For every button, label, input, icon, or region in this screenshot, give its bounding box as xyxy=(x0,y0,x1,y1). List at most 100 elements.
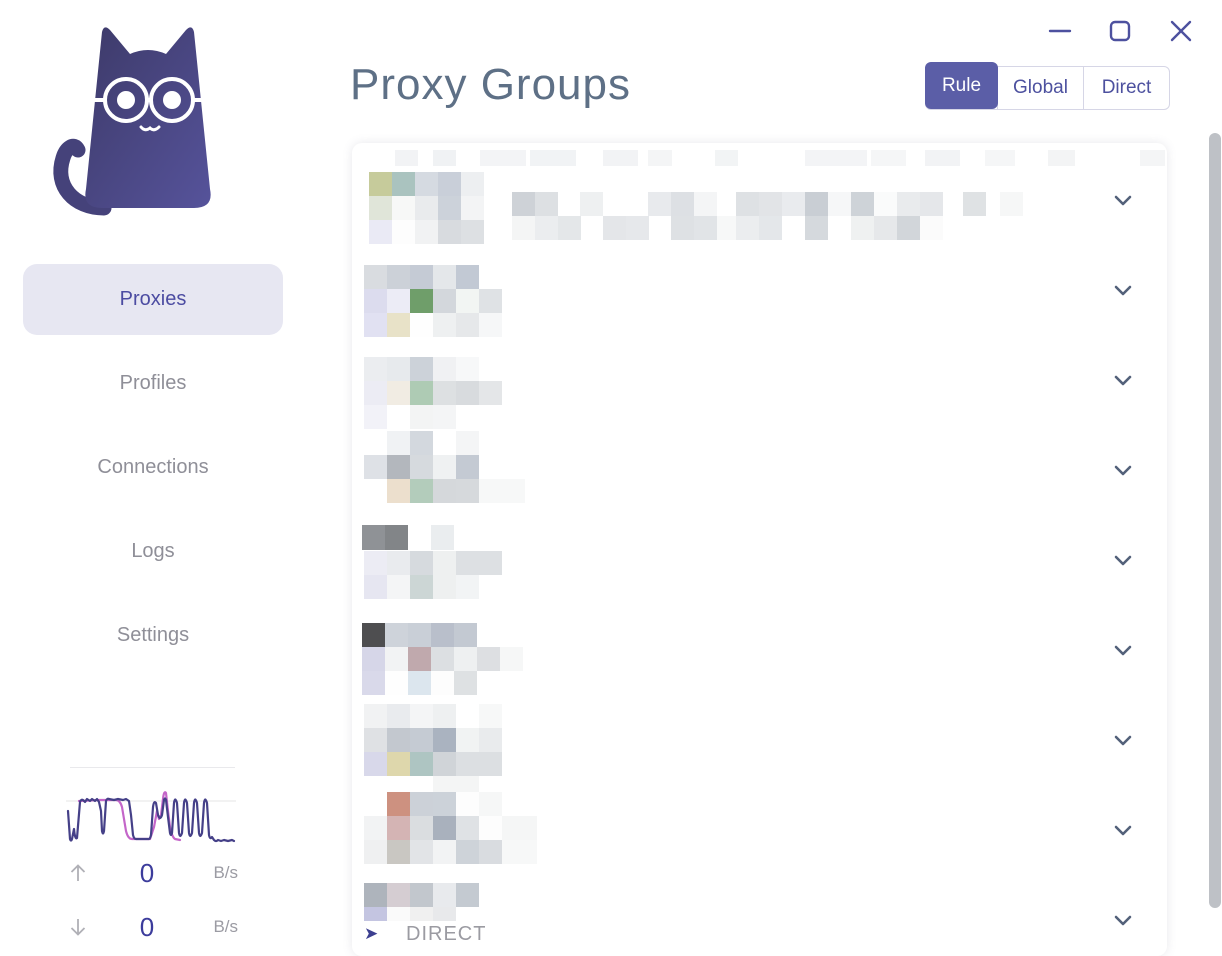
censored-pixel-block xyxy=(512,216,535,240)
censored-pixel-block xyxy=(530,150,576,166)
censored-pixel-block xyxy=(805,192,828,216)
censored-pixel-block xyxy=(385,647,408,671)
sidebar-item-settings[interactable]: Settings xyxy=(116,624,190,646)
censored-pixel-block xyxy=(512,192,535,216)
censored-pixel-block xyxy=(387,883,410,907)
censored-pixel-block xyxy=(410,792,433,816)
censored-pixel-block xyxy=(479,313,502,337)
close-button[interactable] xyxy=(1163,13,1199,49)
censored-pixel-block xyxy=(671,216,694,240)
censored-pixel-block xyxy=(456,551,502,575)
censored-pixel-block xyxy=(387,289,410,313)
censored-pixel-block xyxy=(736,216,759,240)
sidebar-item-proxies[interactable]: Proxies xyxy=(23,264,283,335)
censored-pixel-block xyxy=(715,150,738,166)
group-expand-chevron[interactable] xyxy=(1110,457,1136,483)
censored-pixel-block xyxy=(461,196,484,220)
censored-pixel-block xyxy=(438,196,461,220)
sidebar: Proxies Profiles Connections Logs Settings 0… xyxy=(0,0,305,956)
chevron-down-icon xyxy=(1114,555,1132,566)
censored-pixel-block xyxy=(433,883,456,907)
censored-pixel-block xyxy=(479,381,502,405)
censored-pixel-block xyxy=(433,289,456,313)
censored-pixel-block xyxy=(454,671,477,695)
censored-pixel-block xyxy=(387,265,410,289)
sidebar-item-logs[interactable]: Logs xyxy=(131,540,175,562)
group-expand-chevron[interactable] xyxy=(1110,187,1136,213)
censored-pixel-block xyxy=(410,752,433,776)
maximize-icon xyxy=(1109,20,1131,42)
censored-pixel-block xyxy=(759,216,782,240)
censored-pixel-block xyxy=(480,150,526,166)
censored-pixel-block xyxy=(433,907,456,921)
censored-pixel-block xyxy=(433,728,456,752)
group-expand-chevron[interactable] xyxy=(1110,547,1136,573)
censored-pixel-block xyxy=(456,357,479,381)
censored-pixel-block xyxy=(415,196,438,220)
scrollbar[interactable] xyxy=(1208,0,1222,956)
censored-pixel-block xyxy=(364,313,387,337)
direct-arrow-icon: ➤ xyxy=(364,924,379,943)
censored-pixel-block xyxy=(454,647,477,671)
censored-pixel-block xyxy=(392,172,415,196)
censored-pixel-block xyxy=(433,455,456,479)
censored-pixel-block xyxy=(897,216,920,240)
censored-pixel-block xyxy=(392,220,415,244)
censored-pixel-block xyxy=(408,623,431,647)
group-expand-chevron[interactable] xyxy=(1110,817,1136,843)
direct-proxy-item[interactable]: ➤ DIRECT xyxy=(364,920,486,948)
group-expand-chevron[interactable] xyxy=(1110,277,1136,303)
mode-direct-button[interactable]: Direct xyxy=(1083,67,1169,109)
censored-pixel-block xyxy=(558,216,581,240)
censored-pixel-block xyxy=(456,431,479,455)
censored-pixel-block xyxy=(433,265,456,289)
censored-pixel-block xyxy=(985,150,1015,166)
censored-pixel-block xyxy=(387,840,410,864)
group-expand-chevron[interactable] xyxy=(1110,367,1136,393)
censored-pixel-block xyxy=(648,150,672,166)
sidebar-item-connections[interactable]: Connections xyxy=(97,456,209,478)
censored-pixel-block xyxy=(456,289,479,313)
censored-pixel-block xyxy=(364,265,387,289)
group-expand-chevron[interactable] xyxy=(1110,727,1136,753)
censored-pixel-block xyxy=(736,192,759,216)
mode-switch: Rule Global Direct xyxy=(925,62,1170,110)
censored-pixel-block xyxy=(479,792,502,816)
censored-pixel-block xyxy=(395,150,418,166)
censored-pixel-block xyxy=(410,728,433,752)
censored-pixel-block xyxy=(433,816,456,840)
censored-pixel-block xyxy=(387,313,410,337)
censored-pixel-block xyxy=(1140,150,1165,166)
censored-pixel-block xyxy=(410,816,433,840)
censored-pixel-block xyxy=(362,671,385,695)
censored-pixel-block xyxy=(456,883,479,907)
censored-pixel-block xyxy=(369,220,392,244)
scrollbar-thumb[interactable] xyxy=(1209,133,1221,908)
censored-pixel-block xyxy=(456,792,479,816)
sidebar-item-profiles[interactable]: Profiles xyxy=(119,372,187,394)
chevron-down-icon xyxy=(1114,195,1132,206)
censored-pixel-block xyxy=(851,192,874,216)
download-value: 0 xyxy=(139,911,155,942)
mode-rule-button[interactable]: Rule xyxy=(925,62,998,109)
maximize-button[interactable] xyxy=(1102,13,1138,49)
censored-pixel-block xyxy=(364,405,387,429)
censored-pixel-block xyxy=(717,216,740,240)
censored-pixel-block xyxy=(387,704,410,728)
group-expand-chevron[interactable] xyxy=(1110,907,1136,933)
censored-pixel-block xyxy=(431,647,454,671)
sidebar-nav: Proxies Profiles Connections Logs Settings xyxy=(23,264,283,684)
censored-pixel-block xyxy=(454,623,477,647)
upload-stat: 0 B/s xyxy=(66,858,238,888)
censored-pixel-block xyxy=(461,172,484,196)
minimize-button[interactable] xyxy=(1042,13,1078,49)
group-expand-chevron[interactable] xyxy=(1110,637,1136,663)
censored-pixel-block xyxy=(415,172,438,196)
censored-pixel-block xyxy=(694,216,717,240)
mode-global-button[interactable]: Global xyxy=(997,67,1083,109)
censored-pixel-block xyxy=(387,575,410,599)
chevron-down-icon xyxy=(1114,375,1132,386)
censored-pixel-block xyxy=(456,381,479,405)
minimize-icon xyxy=(1048,29,1072,33)
arrow-up-icon xyxy=(70,864,86,881)
